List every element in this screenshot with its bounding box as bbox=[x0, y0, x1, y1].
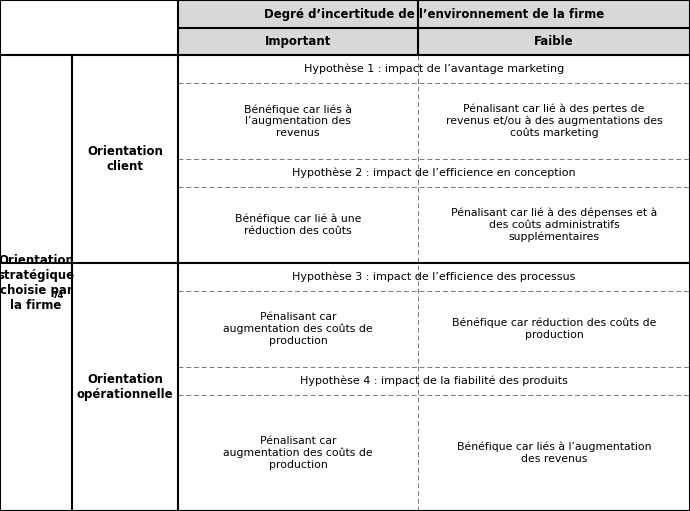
Text: Bénéfique car réduction des coûts de
production: Bénéfique car réduction des coûts de pro… bbox=[452, 318, 656, 340]
Text: Pénalisant car
augmentation des coûts de
production: Pénalisant car augmentation des coûts de… bbox=[223, 312, 373, 346]
Bar bbox=[178, 0, 690, 28]
Text: Orientation
opérationnelle: Orientation opérationnelle bbox=[77, 373, 173, 401]
Text: Faible: Faible bbox=[534, 35, 574, 48]
Text: Bénéfique car liés à
l’augmentation des
revenus: Bénéfique car liés à l’augmentation des … bbox=[244, 104, 352, 138]
Text: 74: 74 bbox=[52, 291, 63, 300]
Bar bbox=[178, 28, 690, 55]
Text: Orientation
client: Orientation client bbox=[87, 145, 163, 173]
Text: Hypothèse 2 : impact de l’efficience en conception: Hypothèse 2 : impact de l’efficience en … bbox=[292, 168, 576, 178]
Text: Bénéfique car liés à l’augmentation
des revenus: Bénéfique car liés à l’augmentation des … bbox=[457, 442, 651, 464]
Text: Hypothèse 1 : impact de l’avantage marketing: Hypothèse 1 : impact de l’avantage marke… bbox=[304, 64, 564, 74]
Text: Hypothèse 4 : impact de la fiabilité des produits: Hypothèse 4 : impact de la fiabilité des… bbox=[300, 376, 568, 386]
Text: Important: Important bbox=[265, 35, 331, 48]
Text: Bénéfique car lié à une
réduction des coûts: Bénéfique car lié à une réduction des co… bbox=[235, 214, 361, 236]
Text: Orientation
stratégique
choisie par
la firme: Orientation stratégique choisie par la f… bbox=[0, 254, 75, 312]
Text: Pénalisant car
augmentation des coûts de
production: Pénalisant car augmentation des coûts de… bbox=[223, 436, 373, 470]
Text: Pénalisant car lié à des dépenses et à
des coûts administratifs
supplémentaires: Pénalisant car lié à des dépenses et à d… bbox=[451, 208, 657, 242]
Text: Hypothèse 3 : impact de l’efficience des processus: Hypothèse 3 : impact de l’efficience des… bbox=[293, 272, 575, 282]
Text: Degré d’incertitude de l’environnement de la firme: Degré d’incertitude de l’environnement d… bbox=[264, 8, 604, 20]
Text: Pénalisant car lié à des pertes de
revenus et/ou à des augmentations des
coûts m: Pénalisant car lié à des pertes de reven… bbox=[446, 104, 662, 138]
